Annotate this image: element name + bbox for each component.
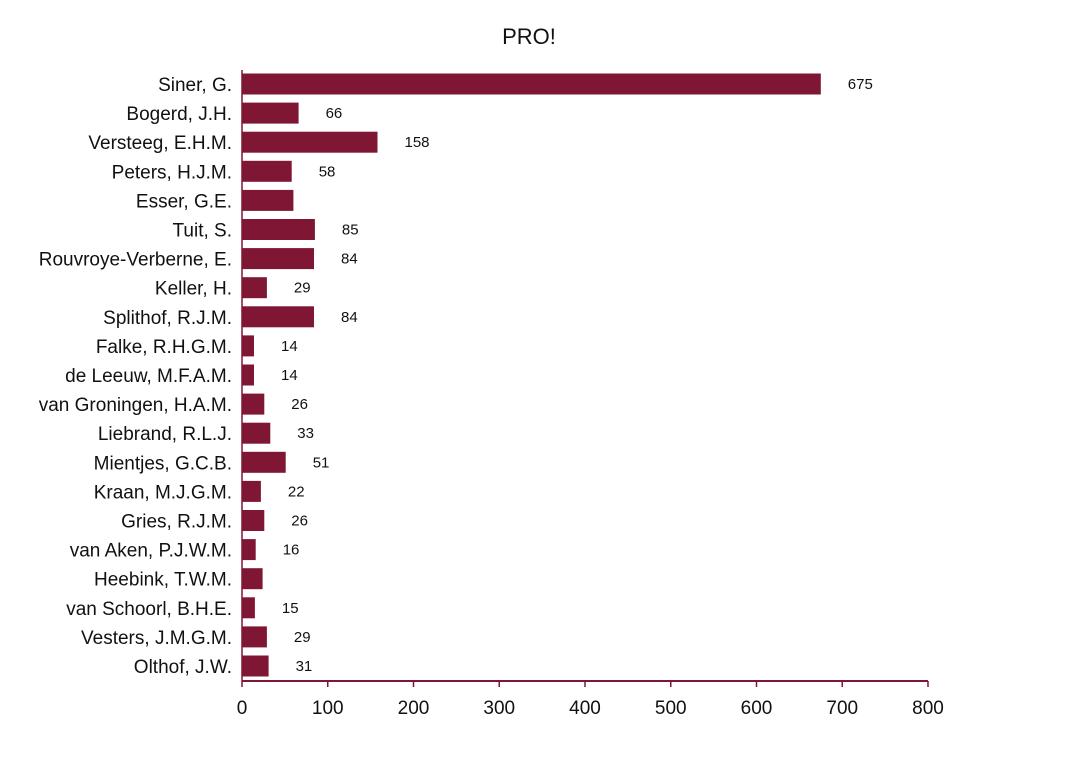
x-tick-label: 200	[398, 698, 430, 719]
category-label: Versteeg, E.H.M.	[88, 133, 232, 154]
x-tick-label: 700	[826, 698, 858, 719]
category-label: Siner, G.	[158, 75, 232, 96]
bar	[242, 248, 314, 270]
category-label: Tuit, S.	[173, 221, 232, 242]
category-label: Vesters, J.M.G.M.	[81, 628, 232, 649]
x-tick-label: 500	[655, 698, 687, 719]
category-label: Keller, H.	[155, 279, 232, 300]
bar	[242, 335, 254, 357]
bar	[242, 597, 255, 619]
category-label: Bogerd, J.H.	[126, 104, 232, 125]
data-label: 84	[341, 251, 358, 268]
x-tick-label: 0	[237, 698, 248, 719]
bar	[242, 160, 292, 182]
category-label: Kraan, M.J.G.M.	[94, 482, 232, 503]
x-tick-label: 300	[483, 698, 515, 719]
bar	[242, 131, 378, 153]
data-label: 158	[405, 134, 430, 151]
x-tick-label: 600	[741, 698, 773, 719]
data-label: 16	[283, 542, 300, 559]
bar	[242, 568, 263, 590]
x-axis: 0 100 200 300 400 500 600 700 800	[237, 70, 944, 719]
x-tick-label: 800	[912, 698, 944, 719]
bar	[242, 219, 315, 240]
x-tick-label: 100	[312, 698, 344, 719]
category-label: van Aken, P.J.W.M.	[70, 541, 232, 562]
bar	[242, 539, 256, 561]
bars-group	[242, 73, 821, 677]
category-label: Heebink, T.W.M.	[94, 570, 232, 591]
value-labels-group: 675 66 158 58 85 84 29 84 14 14 26 33 51 22 26 16 15 29 31	[281, 76, 873, 675]
category-label: de Leeuw, M.F.A.M.	[65, 366, 232, 387]
bar	[242, 451, 286, 473]
bar	[242, 510, 265, 531]
category-labels-group: Siner, G. Bogerd, J.H. Versteeg, E.H.M. Pet…	[39, 75, 232, 678]
data-label: 26	[291, 513, 308, 530]
bar	[242, 422, 271, 444]
data-label: 14	[281, 367, 298, 384]
data-label: 675	[848, 76, 873, 93]
category-label: Falke, R.H.G.M.	[96, 337, 232, 358]
category-label: Liebrand, R.L.J.	[98, 424, 232, 445]
category-label: Peters, H.J.M.	[112, 162, 232, 183]
data-label: 29	[294, 629, 311, 646]
data-label: 85	[342, 222, 359, 239]
chart-title: PRO!	[502, 24, 556, 49]
data-label: 51	[313, 454, 330, 471]
category-label: Mientjes, G.C.B.	[94, 453, 232, 474]
bar	[242, 306, 314, 328]
data-label: 84	[341, 309, 358, 326]
data-label: 58	[319, 163, 336, 180]
bar	[242, 277, 267, 299]
data-label: 66	[326, 105, 343, 122]
bar	[242, 393, 265, 415]
x-tick-label: 400	[569, 698, 601, 719]
category-label: van Groningen, H.A.M.	[39, 395, 232, 416]
data-label: 26	[291, 396, 308, 413]
data-label: 22	[288, 483, 305, 500]
bar	[242, 655, 269, 677]
category-label: Olthof, J.W.	[134, 657, 232, 678]
bar	[242, 189, 294, 211]
bar	[242, 480, 261, 502]
category-label: Gries, R.J.M.	[121, 512, 232, 533]
data-label: 33	[297, 425, 314, 442]
bar	[242, 364, 254, 386]
data-label: 14	[281, 338, 298, 355]
bar	[242, 102, 299, 124]
category-label: van Schoorl, B.H.E.	[66, 599, 232, 620]
category-label: Splithof, R.J.M.	[103, 308, 232, 329]
category-label: Rouvroye-Verberne, E.	[39, 250, 232, 271]
category-label: Esser, G.E.	[136, 191, 232, 212]
data-label: 15	[282, 600, 299, 617]
data-label: 31	[296, 658, 313, 675]
bar	[242, 626, 267, 648]
data-label: 29	[294, 280, 311, 297]
bar	[242, 73, 821, 95]
